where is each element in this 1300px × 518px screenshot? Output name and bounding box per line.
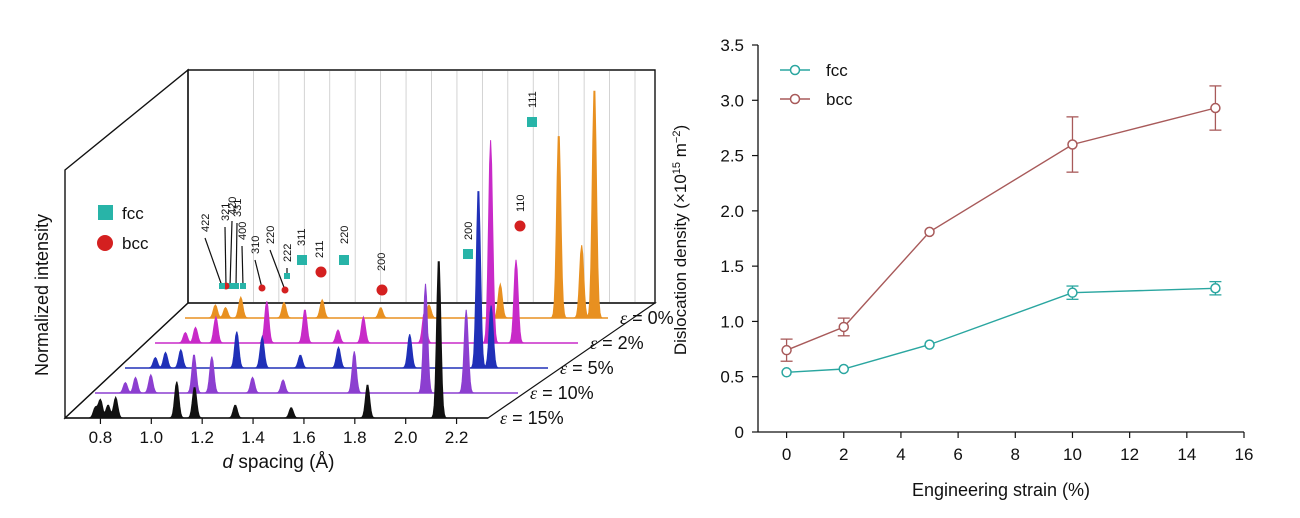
legend-marker-bcc <box>789 93 801 105</box>
legend-label-bcc: bcc <box>826 90 853 109</box>
data-point-fcc <box>924 339 935 350</box>
peak-label-11: 331 <box>232 199 244 217</box>
x-tick-label: 1.2 <box>190 428 214 447</box>
peak-label-9: 310 <box>250 236 262 254</box>
peak-arrow-10 <box>241 245 244 287</box>
x-tick-label: 2 <box>839 445 848 464</box>
x-tick-label: 0.8 <box>89 428 113 447</box>
peak-label-2: 200 <box>463 222 475 240</box>
peak-marker-10 <box>240 283 246 289</box>
peak-marker-1 <box>514 220 526 232</box>
data-point-fcc <box>781 367 792 378</box>
peak-marker-8 <box>281 286 289 294</box>
y-axis-label: Dislocation density (×1015 m−2) <box>671 125 690 355</box>
legend-fcc-marker <box>98 205 113 220</box>
peak-marker-7 <box>284 273 290 279</box>
x-tick-label: 1.8 <box>343 428 367 447</box>
series-label-0: ε = 15% <box>500 408 564 428</box>
y-tick-label: 3.5 <box>720 36 744 55</box>
pattern-4 <box>195 90 603 319</box>
x-tick-label: 2.0 <box>394 428 418 447</box>
legend-marker-fcc <box>789 64 801 76</box>
x-tick-label: 1.0 <box>139 428 163 447</box>
peak-label-6: 311 <box>296 228 308 246</box>
peak-marker-3 <box>376 284 388 296</box>
peak-marker-12 <box>227 283 233 289</box>
x-tick-label: 16 <box>1235 445 1254 464</box>
peak-label-0: 111 <box>527 91 539 108</box>
peak-arrow-12 <box>229 220 233 287</box>
x-tick-label: 1.6 <box>292 428 316 447</box>
peak-label-5: 211 <box>314 240 326 258</box>
y-tick-label: 3.0 <box>720 91 744 110</box>
peak-arrow-14 <box>204 237 223 287</box>
x-tick-label: 6 <box>953 445 962 464</box>
data-point-bcc <box>1067 139 1078 150</box>
peak-marker-5 <box>315 266 327 278</box>
series-label-3: ε = 2% <box>590 333 644 353</box>
peak-marker-14 <box>219 283 225 289</box>
y-tick-label: 2.5 <box>720 147 744 166</box>
peak-arrow-11 <box>235 222 238 287</box>
x-axis-label: Engineering strain (%) <box>912 480 1090 500</box>
peak-label-10: 400 <box>237 222 249 240</box>
peak-arrow-13 <box>224 226 227 287</box>
peak-label-8: 220 <box>265 226 277 244</box>
x-tick-label: 1.4 <box>241 428 265 447</box>
peak-label-14: 422 <box>200 214 212 232</box>
legend-bcc-marker <box>97 235 113 251</box>
series-line-fcc <box>786 287 1216 373</box>
peak-label-13: 321 <box>220 203 232 221</box>
peak-marker-0 <box>527 117 537 127</box>
x-tick-label: 10 <box>1063 445 1082 464</box>
data-point-fcc <box>1067 287 1078 298</box>
data-point-bcc <box>1210 102 1221 114</box>
y-axis-label: Normalized intensity <box>32 214 52 376</box>
peak-marker-9 <box>258 284 266 292</box>
diffraction-panel: ε = 0% ε = 2% ε = 5% ε = 10% ε = 15% 0.8 1.0 1.… <box>32 68 674 473</box>
x-tick-label: 0 <box>782 445 791 464</box>
x-tick-label: 4 <box>896 445 905 464</box>
y-tick-label: 0.5 <box>720 368 744 387</box>
y-tick-label: 0 <box>735 423 744 442</box>
peak-marker-2 <box>463 249 473 259</box>
peak-label-12: 420 <box>227 197 239 215</box>
series-label-4: ε = 0% <box>620 308 674 328</box>
x-tick-label: 12 <box>1120 445 1139 464</box>
peak-label-4: 220 <box>339 226 351 244</box>
peak-label-3: 200 <box>376 253 388 271</box>
series-line-bcc <box>786 107 1216 351</box>
x-tick-label: 14 <box>1177 445 1196 464</box>
peak-arrow-8 <box>269 249 286 291</box>
y-tick-label: 1.5 <box>720 257 744 276</box>
peak-label-1: 110 <box>515 194 527 212</box>
peak-marker-6 <box>297 255 307 265</box>
peak-label-7: 222 <box>282 244 294 262</box>
x-axis-label: d spacing (Å) <box>223 452 335 473</box>
y-tick-label: 1.0 <box>720 312 744 331</box>
data-point-fcc <box>1210 283 1221 294</box>
series-label-2: ε = 5% <box>560 358 614 378</box>
y-tick-label: 2.0 <box>720 202 744 221</box>
data-point-bcc <box>838 321 850 333</box>
legend-bcc-label: bcc <box>122 234 149 253</box>
peak-marker-4 <box>339 255 349 265</box>
data-point-bcc <box>924 226 935 238</box>
peak-arrow-9 <box>254 259 263 289</box>
legend-fcc-label: fcc <box>122 204 144 223</box>
data-point-bcc <box>781 344 792 356</box>
back-wall <box>187 69 656 304</box>
legend-label-fcc: fcc <box>826 61 848 80</box>
dislocation-density-panel: 0 2 4 6 8 10 12 14 16 0 0.5 1.0 1.5 2.0 2.5 3.0 3.5 Engin… <box>671 36 1253 500</box>
x-tick-label: 8 <box>1011 445 1020 464</box>
x-tick-label: 2.2 <box>445 428 469 447</box>
data-point-fcc <box>838 363 850 375</box>
peak-marker-11 <box>233 283 239 289</box>
series-label-1: ε = 10% <box>530 383 594 403</box>
